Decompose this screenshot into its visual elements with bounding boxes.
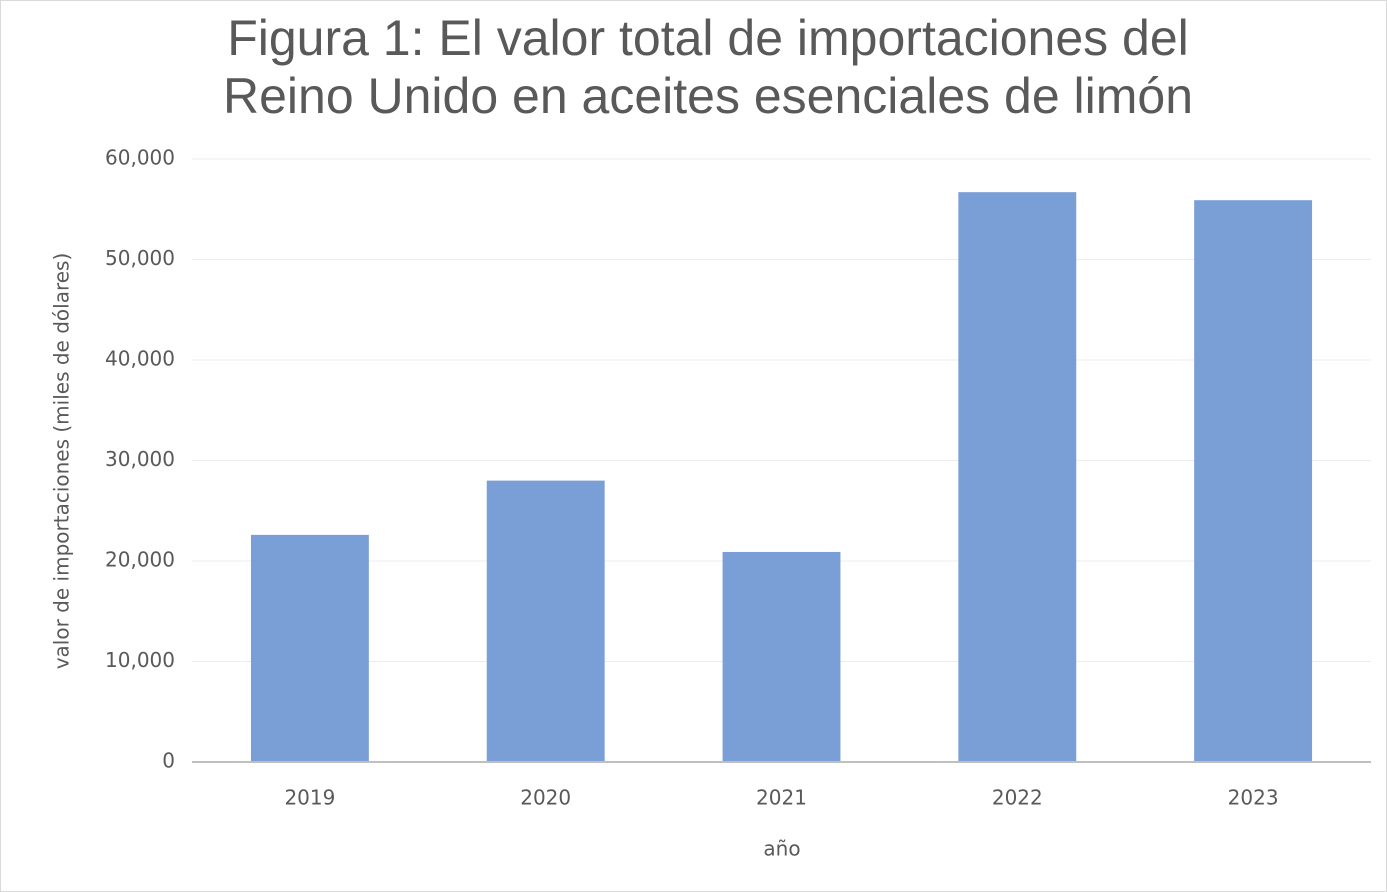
bar <box>722 551 841 762</box>
y-tick-label: 60,000 <box>105 146 175 170</box>
chart-title: Figura 1: El valor total de importacione… <box>222 10 1194 124</box>
bar <box>486 480 605 762</box>
bar <box>958 192 1077 763</box>
x-tick-label: 2020 <box>520 786 571 810</box>
bar <box>1194 200 1313 762</box>
y-tick-label: 50,000 <box>105 246 175 270</box>
y-tick-label: 10,000 <box>105 648 175 672</box>
y-tick-label: 0 <box>162 749 175 773</box>
x-tick-label: 2021 <box>756 786 807 810</box>
y-tick-label: 30,000 <box>105 447 175 471</box>
y-tick-label: 20,000 <box>105 548 175 572</box>
y-axis-label: valor de importaciones (miles de dólares… <box>50 253 74 670</box>
x-axis-label: año <box>763 837 800 861</box>
x-tick-label: 2019 <box>284 786 335 810</box>
y-tick-label: 40,000 <box>105 347 175 371</box>
bar <box>250 534 369 762</box>
x-tick-label: 2022 <box>992 786 1043 810</box>
x-tick-label: 2023 <box>1228 786 1279 810</box>
